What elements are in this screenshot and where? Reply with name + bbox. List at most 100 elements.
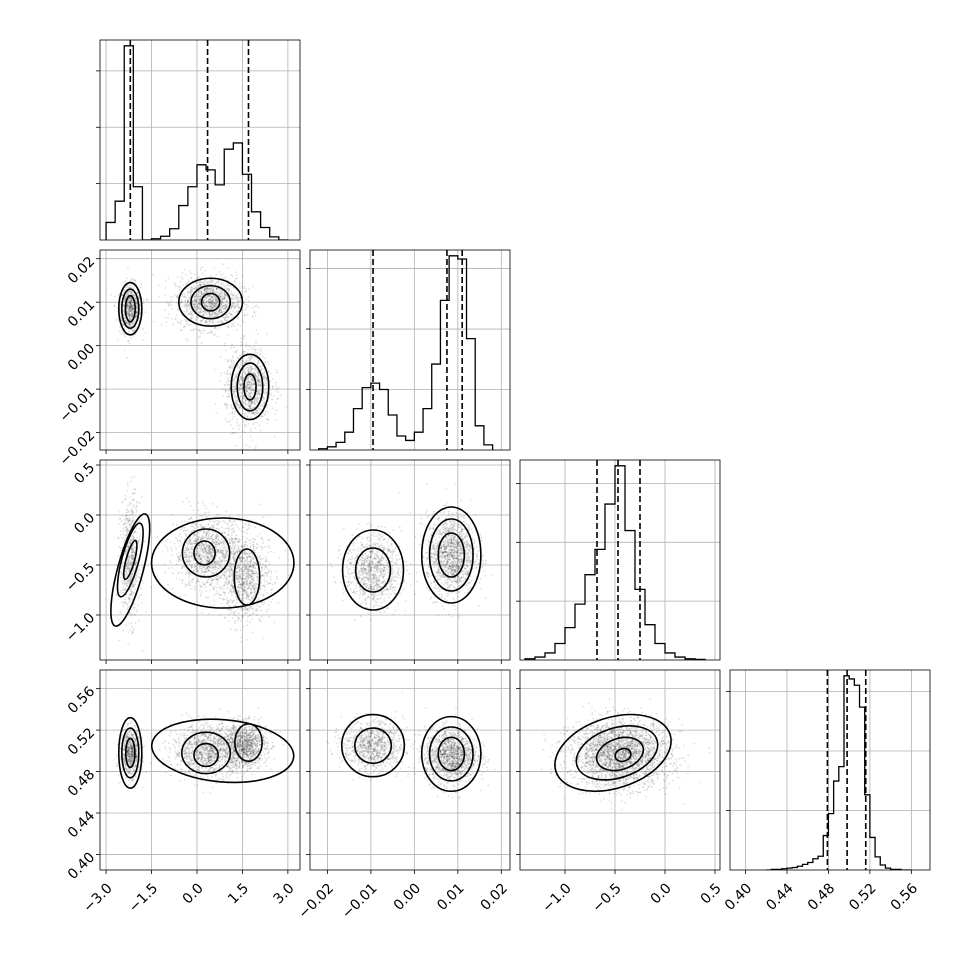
sample-point [217,312,220,315]
sample-point [209,288,212,291]
sample-point [199,298,202,301]
sample-point [202,314,205,316]
sample-point [188,532,191,534]
sample-point [271,385,274,388]
sample-point [254,349,257,352]
sample-point [135,297,137,300]
sample-point [178,551,181,554]
sample-point [116,294,119,297]
sample-point [271,398,274,401]
sample-point [180,542,182,544]
sample-point [198,303,201,306]
sample-point [176,294,179,297]
sample-point [224,342,227,345]
sample-point [244,291,247,293]
sample-point [179,302,182,304]
sample-point [126,508,128,510]
sample-point [242,352,245,355]
sample-point [192,317,195,320]
sample-point [263,392,266,394]
sample-point [193,542,196,545]
sample-point [177,556,179,559]
sample-point [233,292,235,295]
sample-point [122,603,125,606]
sample-point [232,415,235,418]
sample-point [233,412,236,415]
sample-point [247,370,250,373]
sample-point [129,514,131,516]
sample-point [127,305,130,307]
sample-point [131,505,134,508]
sample-point [214,296,217,299]
sample-point [130,510,133,513]
sample-point [199,549,202,552]
sample-point [213,305,216,307]
sample-point [252,380,255,382]
sample-point [127,304,130,307]
sample-point [210,315,213,318]
sample-point [264,361,267,364]
sample-point [128,292,131,294]
sample-point [119,612,122,614]
sample-point [135,326,138,329]
sample-point [129,541,132,544]
sample-point [176,540,179,543]
sample-point [124,519,126,521]
sample-point [135,302,138,305]
sample-point [212,303,214,305]
sample-point [225,300,228,303]
sample-point [129,538,132,540]
sample-point [139,533,142,536]
sample-point [186,540,189,543]
sample-point [185,310,187,313]
sample-point [204,321,207,323]
sample-point [225,294,227,297]
sample-point [223,307,226,309]
sample-point [129,305,132,307]
sample-point [132,307,134,310]
sample-point [216,327,219,330]
sample-point [220,300,223,303]
sample-point [170,547,173,550]
sample-point [128,307,131,309]
sample-point [217,313,220,316]
sample-point [194,278,197,281]
sample-point [134,588,137,591]
sample-point [225,304,228,306]
sample-point [216,533,219,536]
sample-point [129,313,132,316]
sample-point [186,529,189,532]
sample-point [119,517,121,519]
sample-point [263,371,266,373]
sample-point [185,304,188,307]
sample-point [134,514,137,517]
sample-point [134,613,137,616]
sample-point [245,386,248,389]
sample-point [141,339,144,341]
panel-frame [519,459,721,661]
sample-point [131,323,134,325]
sample-point [208,287,210,290]
sample-point [245,303,248,306]
sample-point [139,304,142,307]
sample-point [255,329,258,332]
sample-point [215,300,217,303]
sample-point [212,288,215,290]
sample-point [199,283,202,286]
sample-point [170,567,173,569]
sample-point [134,507,136,509]
sample-point [257,380,259,382]
sample-point [257,306,260,309]
sample-point [206,305,209,307]
sample-point [178,540,181,542]
sample-point [212,319,214,322]
sample-point [228,287,230,290]
sample-point [209,308,212,311]
sample-point [230,360,233,363]
sample-point [135,305,138,308]
sample-point [191,311,194,313]
sample-point [184,594,187,597]
sample-point [259,429,262,432]
sample-point [184,583,187,586]
sample-point [217,293,220,296]
